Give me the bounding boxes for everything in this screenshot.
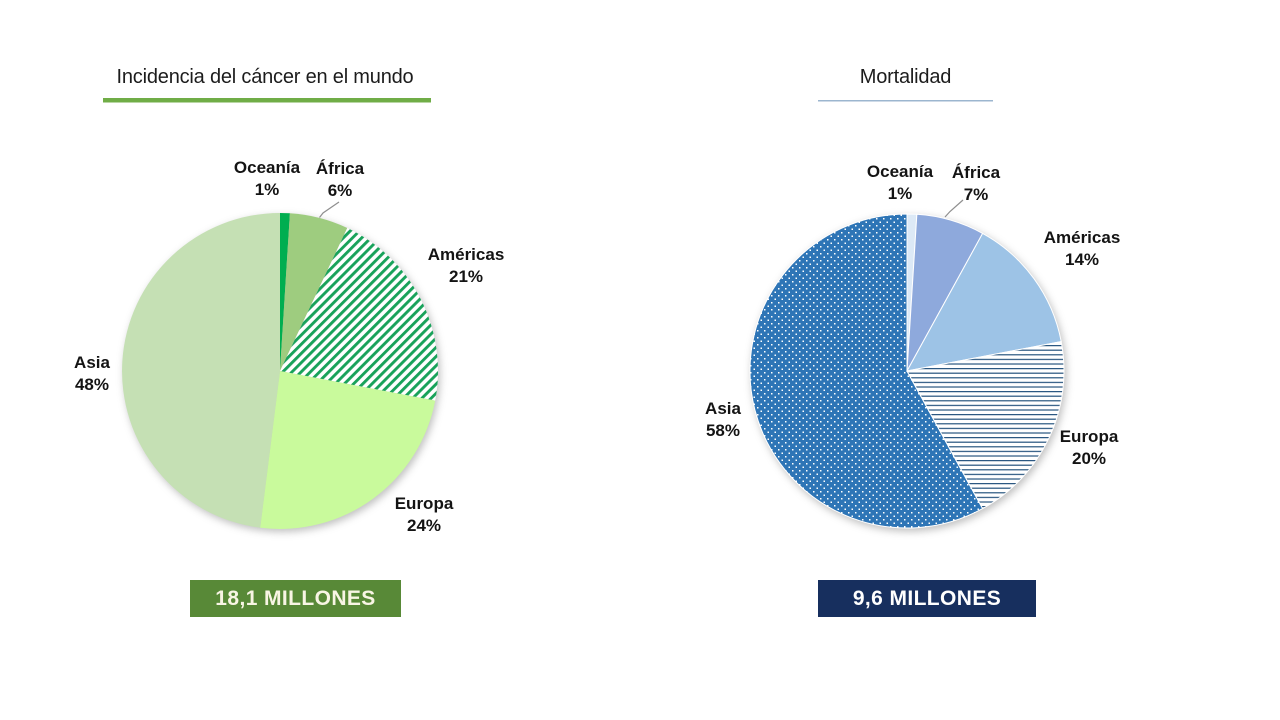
- incidence-total-label: 18,1 MILLONES: [215, 586, 376, 610]
- mortality-total-box: 9,6 MILLONES: [818, 580, 1036, 617]
- incidence-slice-europa: [260, 371, 436, 529]
- mortality-chart-title: Mortalidad: [859, 66, 952, 88]
- mortality-label-europa: Europa 20%: [1059, 427, 1119, 469]
- incidence-label-asia: Asia 48%: [74, 353, 110, 395]
- incidence-slice-africa: [280, 213, 348, 371]
- incidence-label-oceania: Oceanía 1%: [233, 158, 301, 200]
- mortality-slice-europa: [906, 340, 1065, 510]
- incidence-pie: [122, 213, 438, 529]
- mortality-label-asia: Asia 58%: [705, 399, 741, 441]
- incidence-total-box: 18,1 MILLONES: [190, 580, 401, 617]
- incidence-chart-title: Incidencia del cáncer en el mundo: [116, 66, 414, 88]
- mortality-label-americas: Américas 14%: [1043, 228, 1121, 270]
- incidence-label-europa: Europa 24%: [394, 494, 454, 536]
- incidence-title-underline: [103, 98, 431, 103]
- mortality-title-underline: [818, 100, 993, 102]
- mortality-total-label: 9,6 MILLONES: [852, 586, 1002, 610]
- mortality-label-oceania: Oceanía 1%: [866, 162, 934, 204]
- incidence-label-americas: Américas 21%: [427, 245, 505, 287]
- mortality-slice-asia: [749, 213, 984, 529]
- mortality-africa-leader-line: [944, 199, 964, 218]
- incidence-slice-asia: [122, 213, 280, 528]
- incidence-label-africa: África 6%: [315, 159, 365, 201]
- incidence-slice-americas: [280, 228, 438, 401]
- incidence-africa-leader-line: [319, 201, 340, 218]
- mortality-label-africa: África 7%: [951, 163, 1001, 205]
- mortality-slice-americas: [906, 232, 1062, 372]
- mortality-pie: [749, 213, 1065, 529]
- incidence-slice-oceania: [280, 213, 290, 371]
